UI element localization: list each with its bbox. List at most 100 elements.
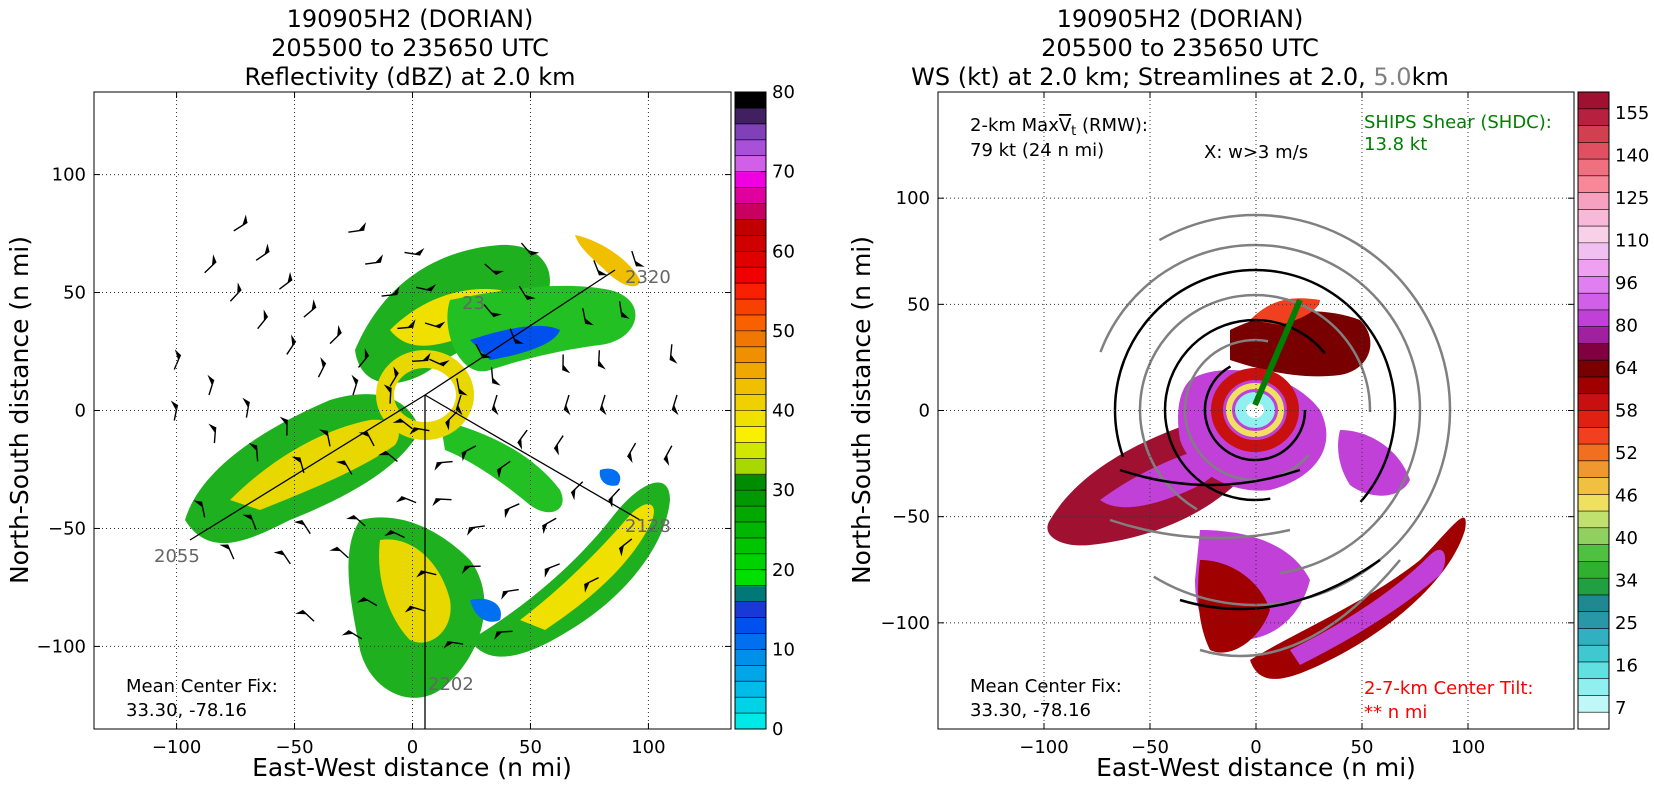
wind-barb-flag	[395, 496, 407, 503]
wind-barb-flag	[319, 429, 329, 437]
wind-barb-staff	[381, 293, 398, 297]
left-wind-barbs	[170, 214, 679, 649]
x-tick-label: 0	[1250, 737, 1261, 758]
y-tick-label: 50	[907, 294, 930, 315]
left-blue-patch-2	[470, 598, 501, 622]
left-mean-center-label: Mean Center Fix:	[126, 676, 278, 697]
left-ylabel: North-South distance (n mi)	[5, 236, 34, 584]
wind-barb-flag	[174, 349, 181, 361]
colorbar-segment	[735, 713, 766, 730]
wind-barb-flag	[425, 284, 437, 291]
wind-barb-flag	[564, 404, 571, 416]
streamline	[1119, 468, 1301, 487]
right-shear-arrow	[1252, 298, 1303, 407]
y-tick-label: 0	[75, 401, 86, 422]
wind-barb-staff	[366, 431, 375, 447]
wind-barb-staff	[245, 401, 250, 418]
left-track-label-2128: 2128	[625, 516, 671, 537]
wind-barb-staff	[317, 362, 327, 378]
colorbar-segment	[1578, 393, 1609, 411]
colorbar-segment	[1578, 594, 1609, 613]
wind-barb-flag	[584, 318, 594, 326]
right-windspeed-field	[1047, 298, 1466, 679]
wind-barb-flag	[242, 214, 248, 226]
left-axis-ticks: −100 −50 0 50 100 −100 −50 0 50 100	[37, 92, 731, 758]
colorbar-segment	[735, 299, 766, 316]
colorbar-tick-label: 80	[1615, 316, 1638, 337]
y-tick-label: −100	[881, 613, 930, 634]
colorbar-tick-label: 58	[1615, 401, 1638, 422]
wind-barb-flag	[378, 451, 390, 456]
left-colorbar: 0 10 20 30 40 50 60 70 80	[734, 82, 795, 740]
wind-barb-staff	[255, 250, 270, 261]
wind-barb-flag	[434, 321, 446, 328]
right-title-line3-a: WS (kt) at 2.0 km; Streamlines at 2.0,	[911, 63, 1374, 91]
y-tick-label: 0	[919, 401, 930, 422]
colorbar-segment	[1578, 427, 1609, 445]
colorbar-segment	[1578, 209, 1609, 227]
colorbar-tick-label: 70	[772, 162, 795, 183]
colorbar-segment	[1578, 578, 1609, 596]
wind-barb-staff	[397, 326, 414, 330]
colorbar-tick-label: 40	[1615, 528, 1638, 549]
wind-barb-staff	[409, 605, 426, 612]
colorbar-segment	[735, 235, 766, 252]
colorbar-tick-label: 40	[772, 401, 795, 422]
wind-barb-staff	[173, 354, 182, 370]
wind-barb-staff	[618, 301, 623, 318]
colorbar-segment	[1578, 712, 1609, 730]
left-track-label-2202: 2202	[428, 674, 474, 695]
colorbar-segment	[1578, 544, 1609, 562]
colorbar-tick-label: 155	[1615, 103, 1649, 124]
left-band-northeast-strip	[575, 235, 640, 287]
wind-barb-staff	[278, 279, 293, 290]
maxwind-vt-sub: t	[1071, 124, 1076, 139]
colorbar-segment	[1578, 92, 1609, 110]
colorbar-segment	[735, 283, 766, 300]
wind-barb-staff	[496, 630, 513, 633]
wind-barb-flag	[456, 404, 463, 416]
wind-barb-flag	[434, 462, 443, 471]
wind-barb-staff	[517, 429, 528, 444]
wind-barb-staff	[663, 445, 673, 461]
colorbar-segment	[1578, 360, 1609, 378]
wind-barb-flag	[562, 364, 571, 374]
wind-barb-flag	[263, 309, 268, 321]
left-track-label-23: 23	[462, 293, 485, 314]
wind-barb-flag	[490, 312, 502, 317]
x-tick-label: −50	[1131, 737, 1169, 758]
colorbar-segment	[1578, 527, 1609, 546]
right-ylabel: North-South distance (n mi)	[847, 236, 876, 584]
colorbar-segment	[1578, 477, 1609, 495]
wind-barb-staff	[229, 289, 242, 302]
x-tick-label: −100	[1019, 737, 1068, 758]
wind-barb-staff	[326, 430, 331, 447]
wind-barb-flag	[219, 544, 230, 550]
wind-barb-flag	[501, 591, 509, 600]
right-tilt-line2: ** n mi	[1364, 702, 1427, 723]
colorbar-tick-label: 52	[1615, 443, 1638, 464]
streamline	[1099, 243, 1422, 575]
x-tick-label: −100	[152, 737, 201, 758]
colorbar-segment	[1578, 242, 1609, 261]
wind-barb-flag	[458, 388, 468, 396]
colorbar-segment	[1578, 561, 1609, 579]
wind-barb-flag	[443, 641, 454, 649]
wind-barb-staff	[233, 221, 248, 232]
wind-barb-staff	[352, 379, 359, 396]
colorbar-segment	[1578, 276, 1609, 294]
wind-barb-flag	[329, 547, 341, 552]
colorbar-segment	[735, 617, 766, 634]
wind-barb-flag	[445, 418, 450, 431]
colorbar-segment	[1578, 678, 1609, 696]
colorbar-segment	[735, 139, 766, 157]
streamline	[1138, 293, 1372, 511]
colorbar-segment	[1578, 343, 1609, 361]
wind-barb-staff	[348, 229, 365, 233]
right-w-annotation: X: w>3 m/s	[1204, 142, 1308, 163]
colorbar-segment	[735, 410, 766, 427]
x-tick-label: −50	[276, 737, 314, 758]
wind-barb-staff	[490, 367, 494, 384]
streamline	[1163, 318, 1326, 502]
wind-barb-staff	[445, 411, 458, 424]
